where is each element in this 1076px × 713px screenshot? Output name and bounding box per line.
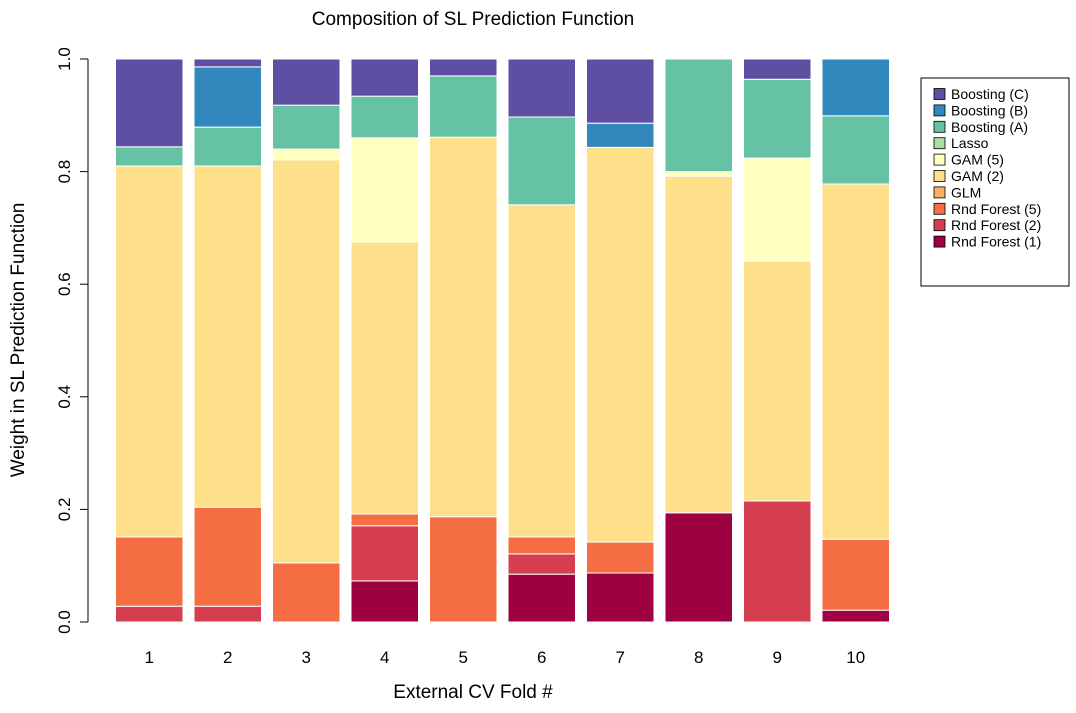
legend-swatch [933,88,946,100]
bar-segment [585,541,655,574]
x-tick-label: 2 [223,648,232,667]
y-tick-label: 0.8 [55,160,74,184]
legend-swatch [933,219,946,232]
bar-segment [664,171,734,177]
bar-segment [428,75,498,138]
legend-label: Boosting (C) [951,86,1029,102]
legend-label: Rnd Forest (2) [951,217,1041,233]
bar-segment [742,260,812,502]
legend-label: Lasso [951,135,989,151]
bar-segment [821,115,891,185]
bar-segment [821,58,891,117]
legend-swatch [933,104,946,117]
bar-segment [742,157,812,262]
x-axis-label: External CV Fold # [393,682,553,703]
bar-segment [114,536,184,607]
y-tick-label: 0.6 [55,272,74,296]
legend-swatch [933,235,946,248]
bar-segment [428,516,498,623]
bar-segment [350,58,420,97]
bar-segment [664,58,734,173]
legend-box [920,77,1070,287]
bar-segment [585,58,655,124]
legend-swatch [933,202,946,215]
legend-label: Rnd Forest (5) [951,201,1041,217]
x-tick-label: 4 [380,648,389,667]
bar-segment [507,116,577,206]
bar-segment [507,204,577,538]
bar-segment [507,573,577,623]
legend-swatch [933,186,946,199]
bar-segment [271,148,341,161]
bar-segment [821,609,891,623]
y-tick-label: 1.0 [55,47,74,71]
legend-label: Boosting (A) [951,119,1028,135]
bar-segment [507,536,577,555]
bar-segment [114,58,184,148]
bar-segment [193,506,263,607]
y-tick-label: 0.2 [55,498,74,522]
bar-segment [114,165,184,538]
bar-segment [350,95,420,139]
chart-title: Composition of SL Prediction Function [312,9,634,30]
bar-segment [114,146,184,167]
x-tick-label: 10 [846,648,865,667]
x-tick-label: 7 [616,648,625,667]
bar-segment [271,562,341,623]
x-tick-label: 6 [537,648,546,667]
bar-segment [507,553,577,575]
legend-swatch [933,170,946,182]
bar-segment [193,165,263,508]
bar-segment [585,146,655,543]
bar-segment [664,512,734,623]
bar-segment [193,58,263,68]
y-tick-label: 0.0 [55,610,74,634]
x-tick-label: 1 [145,648,154,667]
legend-swatch [933,137,946,150]
bar-segment [585,572,655,623]
bar-segment [742,78,812,159]
x-tick-label: 3 [302,648,311,667]
bar-segment [114,605,184,623]
y-axis-label: Weight in SL Prediction Function [8,203,29,478]
bar-segment [350,580,420,623]
legend-label: GLM [951,184,981,200]
legend-label: GAM (5) [951,152,1004,168]
bar-segment [350,241,420,515]
bar-segment [350,137,420,243]
bar-segment [271,159,341,564]
bar-segment [193,126,263,167]
bar-segment [821,183,891,540]
legend-swatch [933,153,946,166]
bar-segment [507,58,577,118]
legend-label: GAM (2) [951,168,1004,184]
x-tick-label: 8 [694,648,703,667]
x-tick-label: 5 [459,648,468,667]
bar-segment [742,500,812,623]
bar-segment [428,136,498,518]
bar-segment [193,66,263,128]
bar-segment [271,58,341,106]
legend-label: Boosting (B) [951,102,1028,118]
bar-segment [428,58,498,77]
bar-segment [821,538,891,611]
bar-segment [271,104,341,150]
bar-segment [742,58,812,80]
legend-swatch [933,120,946,133]
bar-segment [350,525,420,582]
bar-segment [350,513,420,527]
legend-label: Rnd Forest (1) [951,234,1041,250]
y-tick-label: 0.4 [55,385,74,409]
bar-segment [664,175,734,514]
bar-segment [585,122,655,148]
bar-segment [193,605,263,623]
x-tick-label: 9 [773,648,782,667]
